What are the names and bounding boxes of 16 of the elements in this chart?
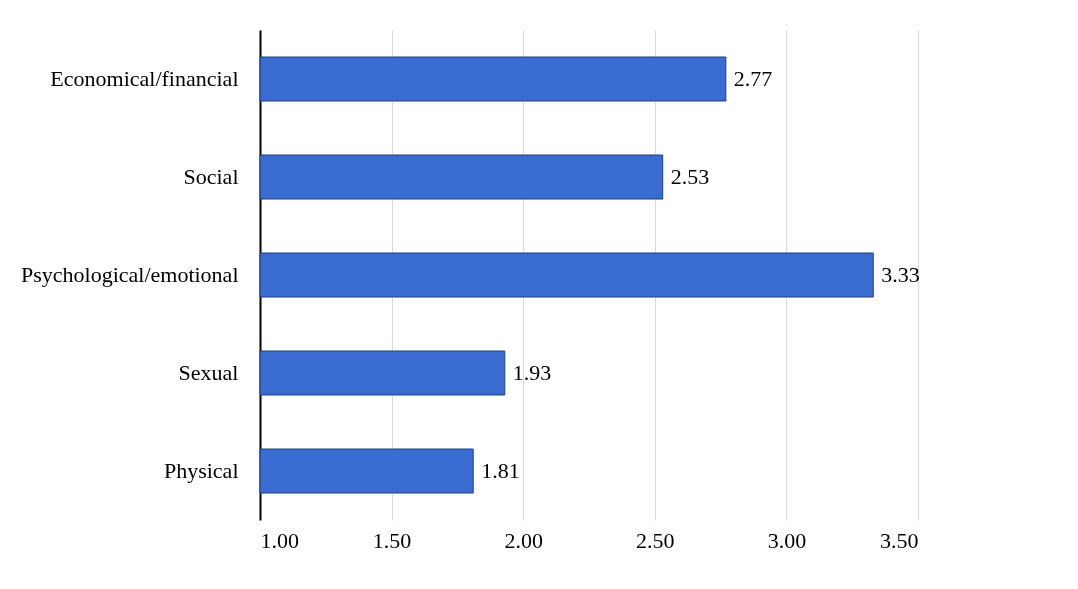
y-tick-label: Psychological/emotional xyxy=(20,262,239,287)
x-tick-label: 3.00 xyxy=(767,527,807,553)
data-label: 1.81 xyxy=(481,458,520,483)
data-label: 3.33 xyxy=(881,262,920,287)
x-tick-label: 2.00 xyxy=(504,527,543,553)
x-tick-label: 1.00 xyxy=(260,527,299,553)
y-tick-label: Sexual xyxy=(178,360,239,385)
data-label: 1.93 xyxy=(512,360,552,385)
y-tick-label: Social xyxy=(183,164,239,189)
y-tick-label: Physical xyxy=(163,458,239,483)
x-tick-label: 3.50 xyxy=(880,527,919,553)
x-tick-label: 1.50 xyxy=(372,527,412,553)
x-tick-label: 2.50 xyxy=(636,527,675,553)
y-tick-label: Economical/financial xyxy=(50,66,239,91)
data-label: 2.77 xyxy=(733,66,773,91)
data-label: 2.53 xyxy=(670,164,710,189)
